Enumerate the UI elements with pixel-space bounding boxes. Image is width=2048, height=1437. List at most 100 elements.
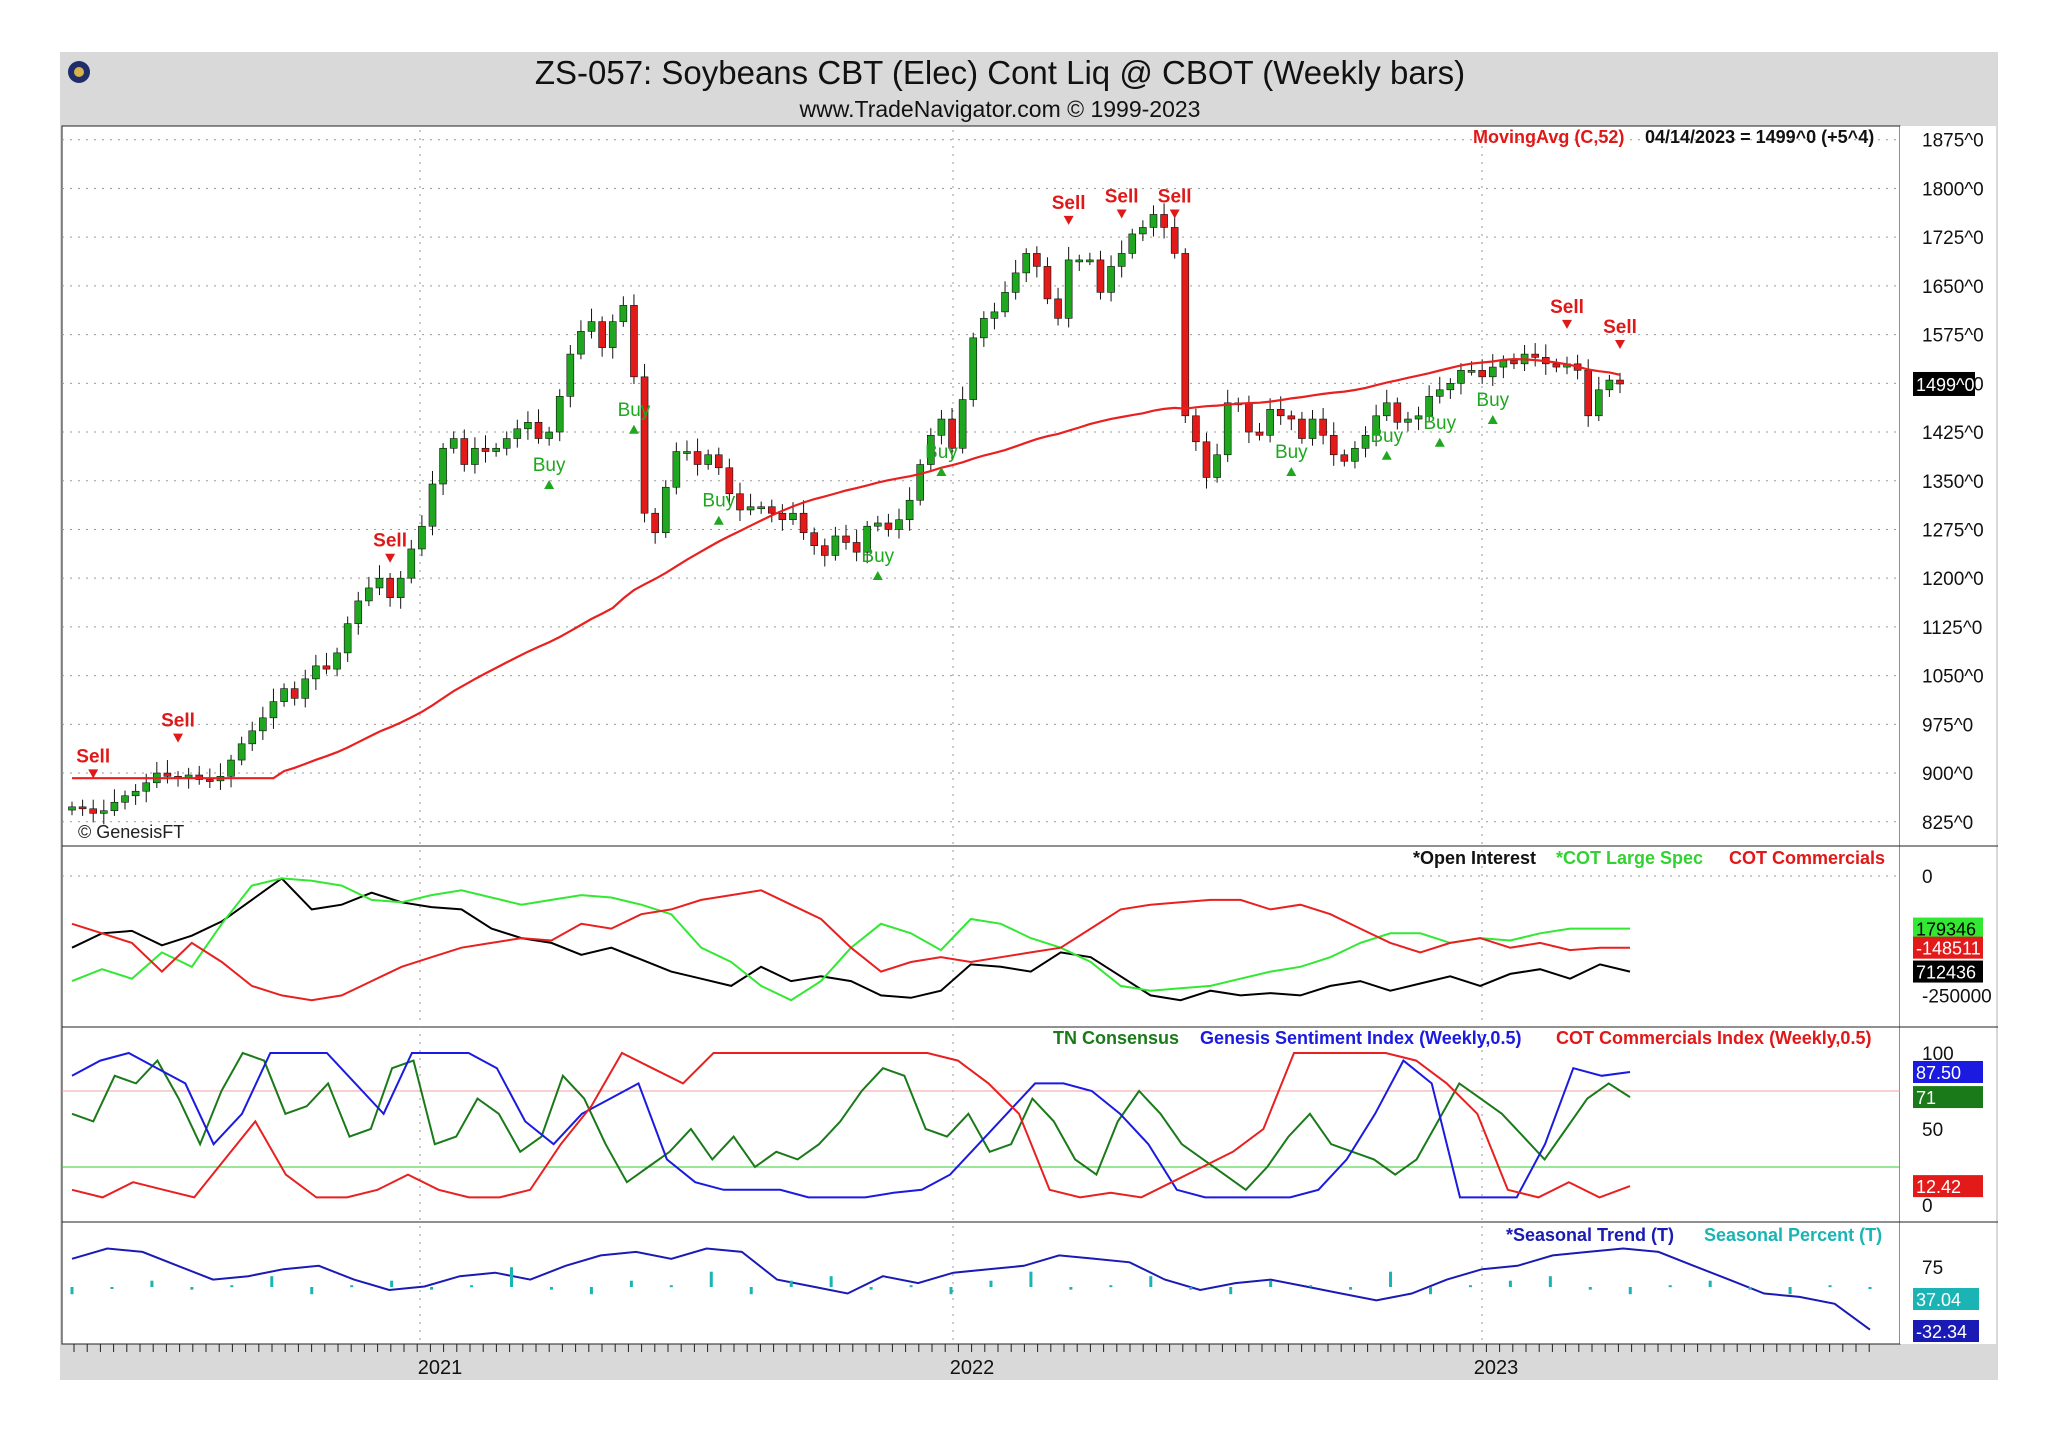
candle-body — [1446, 383, 1455, 391]
candle-body — [842, 535, 850, 543]
candle-body — [948, 418, 956, 449]
candle-body — [874, 522, 882, 527]
price-tick-label: 1050^0 — [1922, 667, 1984, 688]
sentiment-legend-consensus: TN Consensus — [1053, 1028, 1179, 1048]
seasonal-percent-bar — [150, 1280, 154, 1287]
candle-body — [460, 438, 469, 465]
seasonal-percent-bar — [1349, 1287, 1353, 1290]
candle-body — [1255, 431, 1264, 436]
candle-body — [1213, 454, 1221, 478]
candle-body — [290, 688, 299, 699]
candle-body — [1435, 389, 1444, 397]
seasonal-panel — [70, 1247, 1872, 1331]
sentiment-panel — [71, 1051, 1631, 1199]
candle-body — [1361, 434, 1370, 449]
sell-arrow-icon — [88, 769, 99, 779]
sell-signal-label: Sell — [1052, 193, 1086, 214]
seasonal-percent-bar — [949, 1287, 953, 1295]
candle-body — [1329, 434, 1338, 456]
candle-body — [1531, 353, 1539, 358]
candle-body — [884, 522, 893, 530]
last-value-box — [1913, 1175, 1983, 1198]
moving-average-line — [72, 357, 1621, 780]
price-tick-label: 900^0 — [1922, 764, 1973, 785]
candle-body — [661, 486, 670, 534]
seasonal-tick-label: 75 — [1922, 1258, 1943, 1279]
buy-arrow-icon — [1286, 467, 1297, 477]
candle-body — [471, 447, 479, 465]
seasonal-percent-bar — [629, 1280, 633, 1287]
candle-body — [227, 759, 235, 777]
candle-body — [1096, 259, 1105, 293]
sell-signal-label: Sell — [1550, 297, 1584, 318]
candle-body — [852, 542, 861, 553]
candle-body — [1054, 298, 1062, 319]
price-tick-label: 975^0 — [1922, 715, 1973, 736]
seasonal-percent-bar — [390, 1280, 394, 1287]
sell-signal-label: Sell — [161, 711, 195, 732]
seasonal-legend-percent: Seasonal Percent (T) — [1704, 1225, 1882, 1245]
axis-strip — [1900, 126, 1996, 1344]
candle-body — [799, 512, 808, 534]
candle-body — [1404, 418, 1412, 423]
candle-body — [375, 577, 384, 589]
candle-body — [121, 795, 129, 803]
seasonal-percent-bar — [190, 1287, 194, 1290]
sell-signal-label: Sell — [373, 531, 407, 552]
seasonal-percent-bar — [869, 1287, 873, 1290]
price-tick-label: 1800^0 — [1922, 179, 1984, 200]
x-tick-label: 2022 — [950, 1357, 995, 1379]
last-value-text: 712436 — [1916, 963, 1976, 983]
candle-body — [513, 428, 522, 439]
sell-arrow-icon — [1116, 209, 1127, 219]
candle-body — [958, 399, 967, 449]
candle-body — [1170, 227, 1179, 254]
sell-signal-label: Sell — [1158, 186, 1192, 207]
candle-body — [1552, 363, 1561, 368]
price-tick-label: 1650^0 — [1922, 277, 1984, 298]
candle-body — [1467, 370, 1476, 373]
seasonal-percent-bar — [230, 1285, 234, 1288]
seasonal-percent-bar — [1628, 1287, 1632, 1295]
candle-body — [1202, 441, 1211, 478]
candle-body — [1414, 415, 1423, 420]
sell-arrow-icon — [1169, 209, 1180, 219]
candle-body — [969, 337, 978, 400]
candle-body — [1499, 360, 1508, 368]
sentiment-tick-label: 0 — [1922, 1196, 1933, 1217]
candle-body — [1478, 370, 1486, 378]
sell-arrow-icon — [173, 733, 184, 743]
buy-arrow-icon — [936, 467, 947, 477]
candle-body — [248, 730, 257, 745]
candle-body — [206, 779, 214, 782]
price-tick-label: 1725^0 — [1922, 228, 1984, 249]
buy-signal-label: Buy — [925, 442, 958, 463]
genesis-logo-icon — [68, 61, 90, 83]
seasonal-trend-box — [1913, 1320, 1979, 1342]
seasonal-percent-bar — [1428, 1287, 1432, 1295]
candle-body — [778, 512, 787, 521]
seasonal-percent-bar — [1269, 1280, 1273, 1287]
candle-body — [142, 782, 151, 792]
sentiment-legend-genesis: Genesis Sentiment Index (Weekly,0.5) — [1200, 1028, 1521, 1048]
candle-body — [1160, 214, 1168, 228]
seasonal-percent-bar — [1588, 1287, 1592, 1290]
candle-body — [927, 434, 935, 465]
candle-body — [608, 321, 617, 348]
price-tick-label: 1350^0 — [1922, 472, 1984, 493]
candle-body — [916, 464, 925, 501]
candle-body — [555, 396, 564, 433]
candle-body — [1340, 454, 1349, 462]
seasonal-percent-value: 37.04 — [1916, 1290, 1961, 1310]
candle-body — [566, 353, 575, 397]
candle-body — [1107, 266, 1115, 293]
buy-arrow-icon — [1381, 450, 1392, 460]
candle-body — [714, 454, 723, 469]
seasonal-percent-bar — [70, 1287, 74, 1295]
candle-body — [333, 652, 341, 670]
watermark: © GenesisFT — [78, 822, 184, 842]
seasonal-trend-value: -32.34 — [1916, 1322, 1967, 1342]
seasonal-percent-bar — [749, 1287, 753, 1295]
candle-body — [1181, 253, 1190, 417]
candle-body — [1298, 418, 1306, 439]
